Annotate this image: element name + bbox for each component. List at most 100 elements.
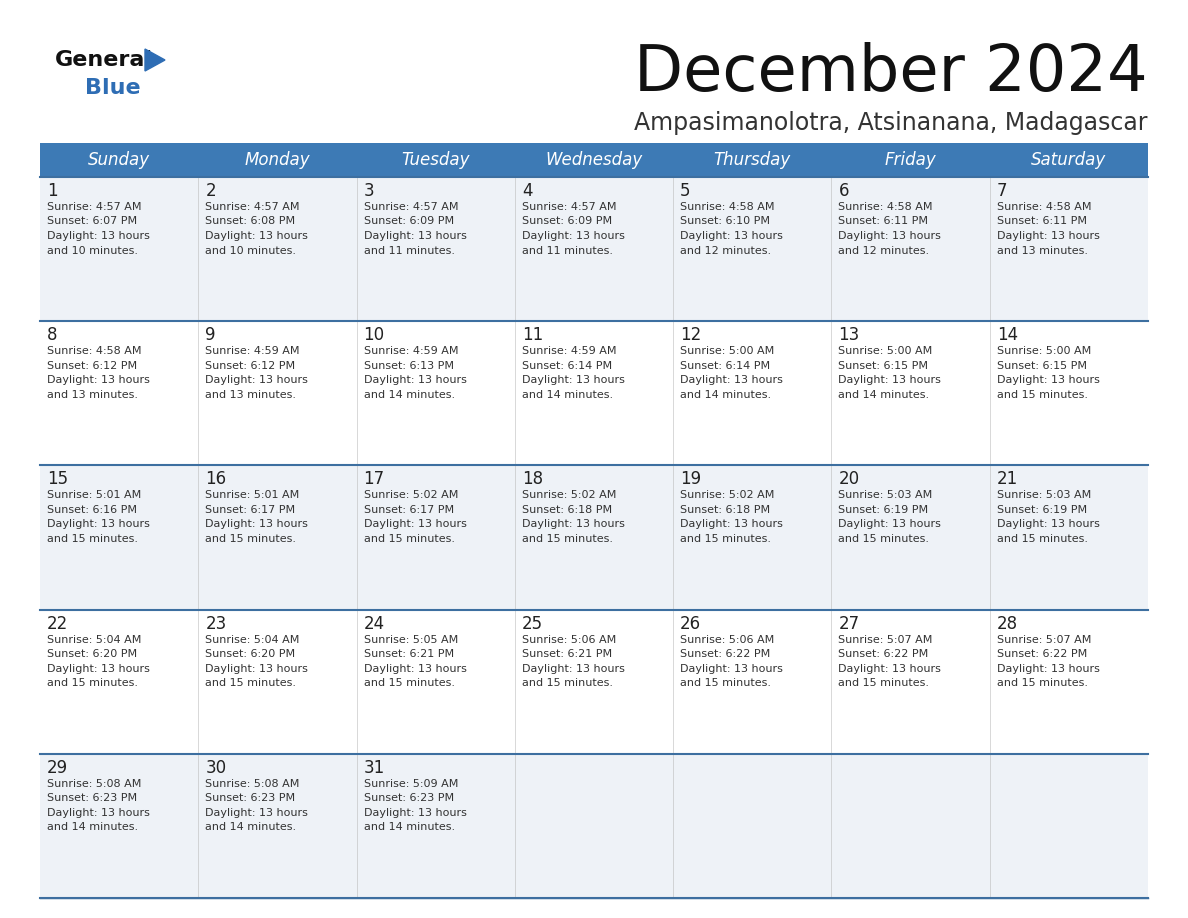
- Text: 25: 25: [522, 614, 543, 633]
- Text: and 15 minutes.: and 15 minutes.: [48, 678, 138, 688]
- Text: Sunset: 6:08 PM: Sunset: 6:08 PM: [206, 217, 296, 227]
- Text: and 14 minutes.: and 14 minutes.: [364, 823, 455, 833]
- Text: Sunset: 6:13 PM: Sunset: 6:13 PM: [364, 361, 454, 371]
- Text: 5: 5: [681, 182, 690, 200]
- Text: Sunrise: 4:57 AM: Sunrise: 4:57 AM: [206, 202, 299, 212]
- Text: Sunset: 6:11 PM: Sunset: 6:11 PM: [997, 217, 1087, 227]
- Text: 20: 20: [839, 470, 860, 488]
- Text: 29: 29: [48, 759, 68, 777]
- Text: Sunset: 6:20 PM: Sunset: 6:20 PM: [48, 649, 137, 659]
- Text: and 14 minutes.: and 14 minutes.: [522, 390, 613, 399]
- Text: Daylight: 13 hours: Daylight: 13 hours: [681, 231, 783, 241]
- Text: Daylight: 13 hours: Daylight: 13 hours: [997, 375, 1100, 386]
- Text: 31: 31: [364, 759, 385, 777]
- Text: Saturday: Saturday: [1031, 151, 1106, 169]
- Text: Sunset: 6:23 PM: Sunset: 6:23 PM: [364, 793, 454, 803]
- Text: and 13 minutes.: and 13 minutes.: [48, 390, 138, 399]
- Text: and 15 minutes.: and 15 minutes.: [48, 534, 138, 543]
- Text: Sunrise: 5:02 AM: Sunrise: 5:02 AM: [522, 490, 617, 500]
- Polygon shape: [145, 49, 165, 71]
- Text: Sunrise: 5:00 AM: Sunrise: 5:00 AM: [997, 346, 1091, 356]
- Text: Sunset: 6:14 PM: Sunset: 6:14 PM: [522, 361, 612, 371]
- Text: Sunset: 6:22 PM: Sunset: 6:22 PM: [681, 649, 770, 659]
- Text: Sunrise: 5:02 AM: Sunrise: 5:02 AM: [364, 490, 457, 500]
- Text: Daylight: 13 hours: Daylight: 13 hours: [364, 231, 467, 241]
- Text: Sunset: 6:19 PM: Sunset: 6:19 PM: [997, 505, 1087, 515]
- Text: Sunrise: 4:57 AM: Sunrise: 4:57 AM: [522, 202, 617, 212]
- Text: Sunset: 6:14 PM: Sunset: 6:14 PM: [681, 361, 770, 371]
- Text: and 13 minutes.: and 13 minutes.: [206, 390, 296, 399]
- Text: Daylight: 13 hours: Daylight: 13 hours: [997, 664, 1100, 674]
- Text: 15: 15: [48, 470, 68, 488]
- Text: Sunrise: 4:59 AM: Sunrise: 4:59 AM: [206, 346, 299, 356]
- Text: Sunrise: 5:00 AM: Sunrise: 5:00 AM: [839, 346, 933, 356]
- Text: Sunrise: 4:58 AM: Sunrise: 4:58 AM: [48, 346, 141, 356]
- Text: Sunset: 6:16 PM: Sunset: 6:16 PM: [48, 505, 137, 515]
- Text: Daylight: 13 hours: Daylight: 13 hours: [839, 520, 941, 530]
- Text: Sunset: 6:12 PM: Sunset: 6:12 PM: [48, 361, 137, 371]
- Text: and 14 minutes.: and 14 minutes.: [839, 390, 929, 399]
- Text: and 15 minutes.: and 15 minutes.: [522, 534, 613, 543]
- Text: 8: 8: [48, 326, 57, 344]
- Text: Sunset: 6:17 PM: Sunset: 6:17 PM: [206, 505, 296, 515]
- Text: 9: 9: [206, 326, 216, 344]
- Text: Sunset: 6:17 PM: Sunset: 6:17 PM: [364, 505, 454, 515]
- Text: and 14 minutes.: and 14 minutes.: [364, 390, 455, 399]
- Text: Daylight: 13 hours: Daylight: 13 hours: [839, 664, 941, 674]
- Text: and 15 minutes.: and 15 minutes.: [839, 678, 929, 688]
- Text: 12: 12: [681, 326, 701, 344]
- Text: Sunset: 6:22 PM: Sunset: 6:22 PM: [839, 649, 929, 659]
- Text: Daylight: 13 hours: Daylight: 13 hours: [522, 375, 625, 386]
- Text: Daylight: 13 hours: Daylight: 13 hours: [206, 231, 308, 241]
- Text: Sunset: 6:20 PM: Sunset: 6:20 PM: [206, 649, 296, 659]
- Text: and 11 minutes.: and 11 minutes.: [364, 245, 455, 255]
- Text: Sunset: 6:07 PM: Sunset: 6:07 PM: [48, 217, 137, 227]
- Text: 11: 11: [522, 326, 543, 344]
- Text: Sunset: 6:15 PM: Sunset: 6:15 PM: [839, 361, 929, 371]
- Text: 18: 18: [522, 470, 543, 488]
- Text: 3: 3: [364, 182, 374, 200]
- Text: and 12 minutes.: and 12 minutes.: [681, 245, 771, 255]
- Text: Daylight: 13 hours: Daylight: 13 hours: [48, 808, 150, 818]
- Text: and 15 minutes.: and 15 minutes.: [681, 534, 771, 543]
- Text: Daylight: 13 hours: Daylight: 13 hours: [48, 664, 150, 674]
- Text: 1: 1: [48, 182, 58, 200]
- Text: Sunrise: 5:06 AM: Sunrise: 5:06 AM: [681, 634, 775, 644]
- Text: Sunset: 6:18 PM: Sunset: 6:18 PM: [681, 505, 770, 515]
- Text: Sunrise: 5:06 AM: Sunrise: 5:06 AM: [522, 634, 617, 644]
- Text: 16: 16: [206, 470, 227, 488]
- Text: Sunrise: 4:59 AM: Sunrise: 4:59 AM: [364, 346, 459, 356]
- Text: and 10 minutes.: and 10 minutes.: [206, 245, 296, 255]
- Text: Daylight: 13 hours: Daylight: 13 hours: [839, 231, 941, 241]
- Text: Sunset: 6:12 PM: Sunset: 6:12 PM: [206, 361, 296, 371]
- Bar: [40, 321, 1148, 465]
- Text: and 15 minutes.: and 15 minutes.: [997, 534, 1088, 543]
- Text: 26: 26: [681, 614, 701, 633]
- Text: 13: 13: [839, 326, 860, 344]
- Text: 22: 22: [48, 614, 68, 633]
- Text: Sunrise: 4:57 AM: Sunrise: 4:57 AM: [48, 202, 141, 212]
- Text: and 12 minutes.: and 12 minutes.: [839, 245, 929, 255]
- Text: Daylight: 13 hours: Daylight: 13 hours: [48, 231, 150, 241]
- Text: 24: 24: [364, 614, 385, 633]
- Text: and 15 minutes.: and 15 minutes.: [206, 678, 296, 688]
- Text: Tuesday: Tuesday: [402, 151, 470, 169]
- Text: Daylight: 13 hours: Daylight: 13 hours: [522, 664, 625, 674]
- Text: Daylight: 13 hours: Daylight: 13 hours: [681, 520, 783, 530]
- Text: 7: 7: [997, 182, 1007, 200]
- Text: Daylight: 13 hours: Daylight: 13 hours: [206, 808, 308, 818]
- Text: Daylight: 13 hours: Daylight: 13 hours: [206, 520, 308, 530]
- Text: Sunset: 6:23 PM: Sunset: 6:23 PM: [48, 793, 137, 803]
- Text: Daylight: 13 hours: Daylight: 13 hours: [364, 520, 467, 530]
- Text: 19: 19: [681, 470, 701, 488]
- Text: and 14 minutes.: and 14 minutes.: [681, 390, 771, 399]
- Text: and 13 minutes.: and 13 minutes.: [997, 245, 1088, 255]
- Text: Daylight: 13 hours: Daylight: 13 hours: [681, 375, 783, 386]
- Text: Sunrise: 4:58 AM: Sunrise: 4:58 AM: [681, 202, 775, 212]
- Text: Daylight: 13 hours: Daylight: 13 hours: [364, 375, 467, 386]
- Text: Sunrise: 5:07 AM: Sunrise: 5:07 AM: [997, 634, 1091, 644]
- Text: Sunset: 6:10 PM: Sunset: 6:10 PM: [681, 217, 770, 227]
- Text: 30: 30: [206, 759, 227, 777]
- Text: Wednesday: Wednesday: [545, 151, 643, 169]
- Text: 17: 17: [364, 470, 385, 488]
